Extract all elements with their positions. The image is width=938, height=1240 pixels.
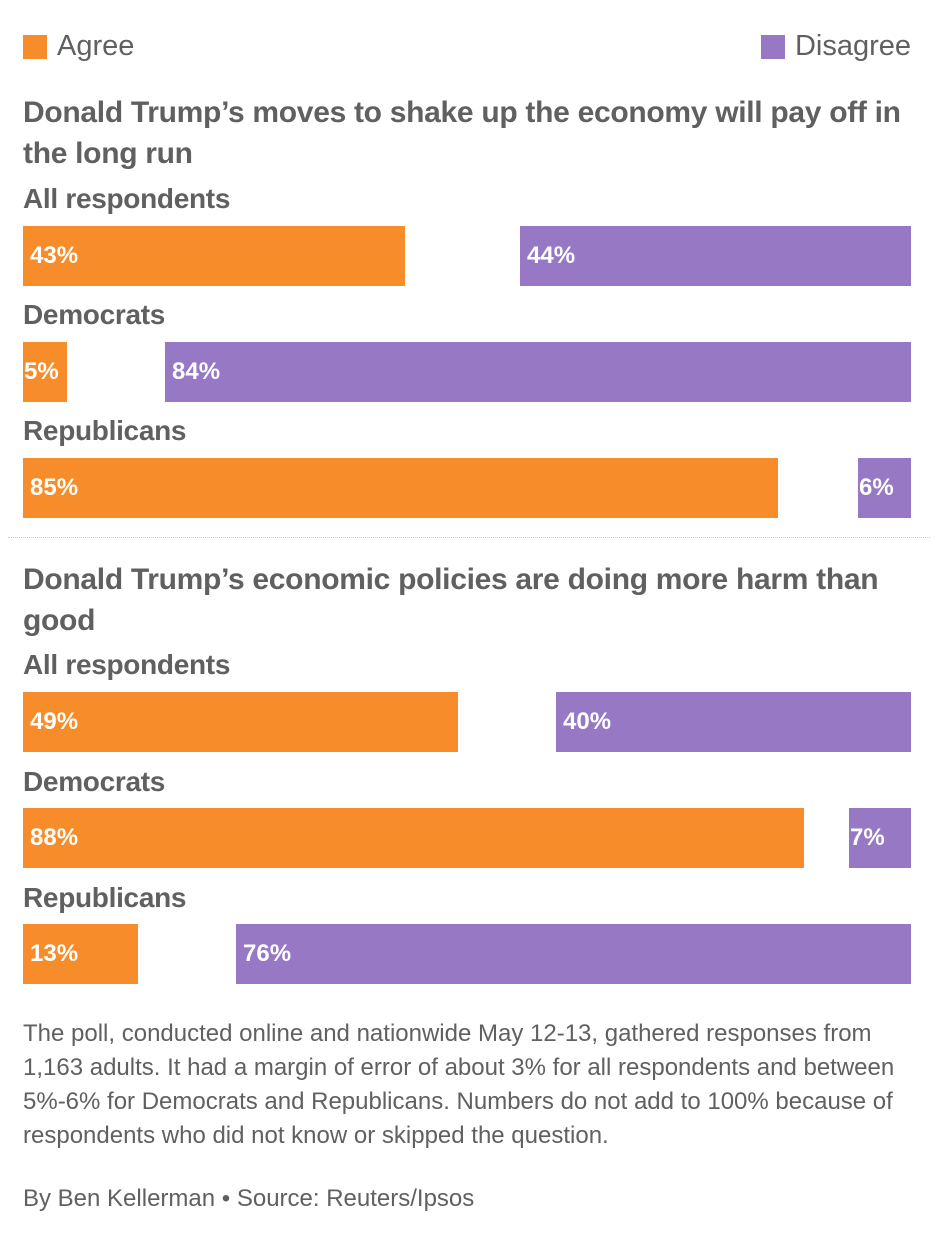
- category-label-all-respondents: All respondents: [23, 649, 231, 680]
- disagree-swatch-icon: [760, 34, 785, 59]
- bar-disagree-democrats: 84%: [165, 342, 911, 402]
- category-label-democrats: Democrats: [23, 766, 166, 797]
- data-label: 49%: [30, 708, 79, 735]
- data-label: 7%: [850, 824, 885, 851]
- section-divider: [8, 537, 930, 538]
- bar-agree-republicans: 85%: [23, 458, 778, 518]
- bar-agree-democrats: 5%: [23, 342, 67, 402]
- data-label: 76%: [243, 940, 292, 967]
- bar-disagree-all-respondents: 40%: [556, 692, 911, 752]
- agree-swatch-icon: [23, 34, 47, 59]
- legend-item-agree: Agree: [23, 30, 134, 63]
- legend-disagree-label: Disagree: [794, 30, 911, 62]
- legend: Agree Disagree: [23, 30, 911, 64]
- bar-disagree-democrats: 7%: [849, 808, 911, 868]
- bar-disagree-republicans: 6%: [858, 458, 911, 518]
- data-label: 84%: [172, 358, 221, 385]
- bar-agree-republicans: 13%: [23, 924, 138, 984]
- data-label: 43%: [30, 242, 79, 269]
- bar-agree-all-respondents: 49%: [23, 692, 458, 752]
- data-label: 13%: [30, 940, 79, 967]
- data-label: 40%: [563, 708, 612, 735]
- chart-title: Donald Trump’s moves to shake up the eco…: [23, 96, 901, 170]
- category-label-democrats: Democrats: [23, 299, 166, 330]
- data-label: 5%: [24, 358, 59, 385]
- category-label-all-respondents: All respondents: [23, 183, 231, 214]
- chart-title: Donald Trump’s economic policies are doi…: [23, 563, 879, 637]
- bar-agree-all-respondents: 43%: [23, 226, 405, 286]
- data-label: 85%: [30, 474, 79, 501]
- bar-disagree-republicans: 76%: [236, 924, 911, 984]
- methodology-note: The poll, conducted online and nationwid…: [23, 1020, 895, 1149]
- bar-agree-democrats: 88%: [23, 808, 804, 868]
- legend-item-disagree: Disagree: [760, 30, 911, 63]
- category-label-republicans: Republicans: [23, 882, 187, 913]
- category-label-republicans: Republicans: [23, 415, 187, 446]
- source-credit: By Ben Kellerman • Source: Reuters/Ipsos: [23, 1185, 475, 1212]
- data-label: 88%: [30, 824, 79, 851]
- data-label: 6%: [859, 474, 894, 501]
- bar-disagree-all-respondents: 44%: [520, 226, 911, 286]
- legend-agree-label: Agree: [57, 30, 135, 62]
- data-label: 44%: [527, 242, 576, 269]
